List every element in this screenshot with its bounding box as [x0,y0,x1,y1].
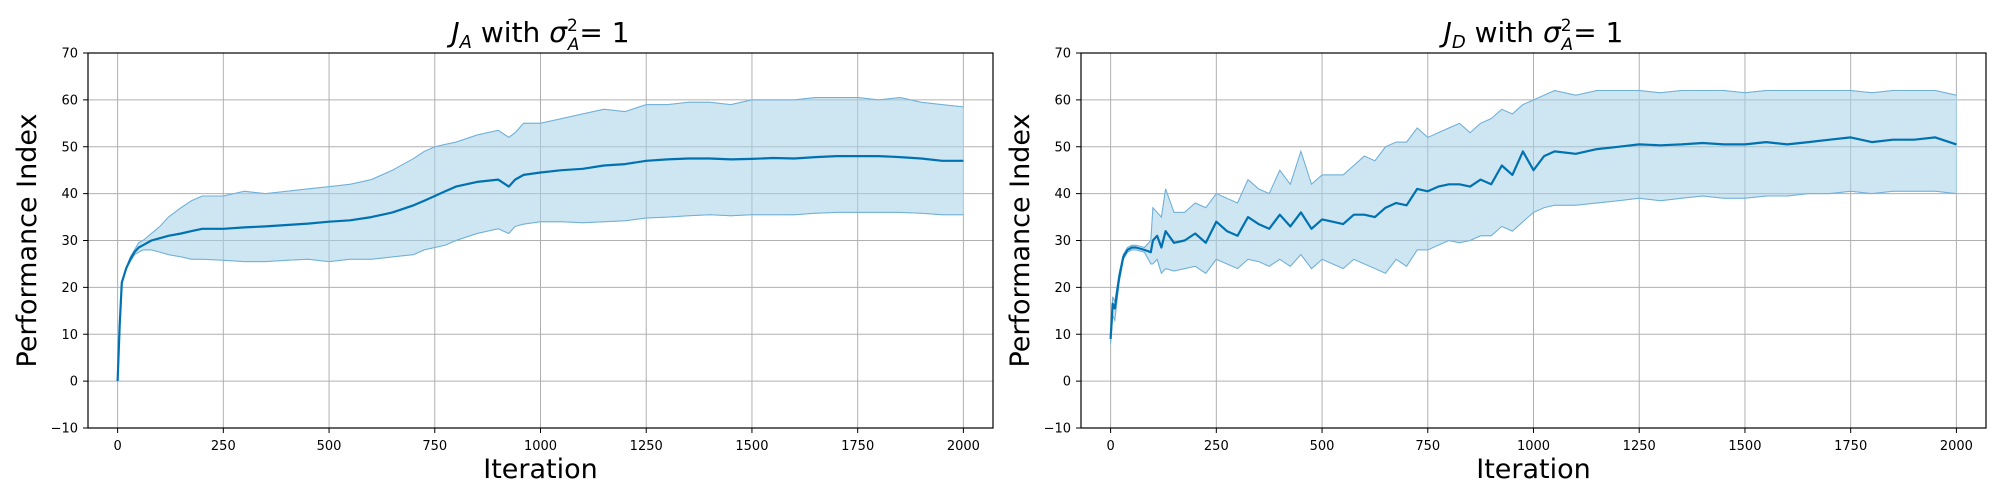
title-superscript: 2 [567,16,578,36]
x-tick-label: 1250 [1623,439,1656,454]
x-tick-label: 1500 [1728,439,1761,454]
y-tick-label: 10 [61,328,78,343]
chart-title: JD with σ2 A= 1 [1439,16,1624,55]
y-tick-label: 20 [61,281,78,296]
x-tick-label: 1750 [841,439,874,454]
y-tick-label: 30 [61,234,78,249]
x-tick-label: 500 [1310,439,1335,454]
title-symbol: J [446,16,459,49]
band-lower-edge [117,211,964,382]
x-tick-label: 1250 [630,439,663,454]
y-tick-label: 70 [1054,47,1071,62]
x-axis-label: Iteration [1476,454,1591,485]
x-tick-label: 1000 [1517,439,1550,454]
band-upper-edge [1110,89,1957,335]
title-text: = 1 [579,16,629,49]
x-tick-label: 2000 [1940,439,1973,454]
y-tick-label: 40 [61,187,78,202]
title-sigma: σ [549,16,568,49]
x-tick-label: 1750 [1834,439,1867,454]
mean-line [116,155,964,382]
x-axis-label: Iteration [483,454,598,485]
x-tick-label: 250 [211,439,236,454]
y-tick-label: 0 [70,375,78,390]
x-tick-label: 0 [1106,439,1114,454]
title-subscript: A [567,35,580,55]
chart-title: JA with σ2 A= 1 [446,16,629,55]
title-sigma: σ [1543,16,1562,49]
y-tick-label: 60 [1054,93,1071,108]
band-upper-edge [117,96,964,382]
title-symbol: J [1439,16,1452,49]
x-tick-label: 500 [317,439,342,454]
x-tick-label: 2000 [947,439,980,454]
title-text: with [1466,16,1543,49]
y-tick-label: 60 [61,93,78,108]
band-lower-edge [1110,190,1957,344]
y-tick-label: 50 [1054,140,1071,155]
chart-panel-left: 0 250 500 750 1000 1250 1500 1750 2000−100102030… [12,16,994,485]
x-tick-label: 1500 [735,439,768,454]
y-tick-label: 40 [1054,187,1071,202]
x-tick-label: 1000 [524,439,557,454]
title-subscript: D [1452,32,1466,53]
y-tick-label: 50 [61,140,78,155]
x-tick-label: 250 [1204,439,1229,454]
y-tick-label: 30 [1054,234,1071,249]
mean-line [1109,136,1957,339]
x-tick-label: 750 [1415,439,1440,454]
title-text: = 1 [1573,16,1623,49]
y-axis-label: Performance Index [12,113,43,367]
title-subscript: A [459,32,472,53]
title-superscript: 2 [1561,16,1572,36]
y-axis-label: Performance Index [1005,113,1036,367]
y-tick-label: 70 [61,47,78,62]
chart-panel-right: 0 250 500 750 1000 1250 1500 1750 2000−100102030… [1005,16,1987,485]
x-tick-label: 0 [113,439,121,454]
y-tick-label: 0 [1063,375,1071,390]
x-tick-label: 750 [422,439,447,454]
y-tick-label: −10 [51,422,78,437]
y-tick-label: 10 [1054,328,1071,343]
title-subscript: A [1561,35,1574,55]
title-text: with [472,16,549,49]
y-tick-label: 20 [1054,281,1071,296]
y-tick-label: −10 [1044,422,1071,437]
